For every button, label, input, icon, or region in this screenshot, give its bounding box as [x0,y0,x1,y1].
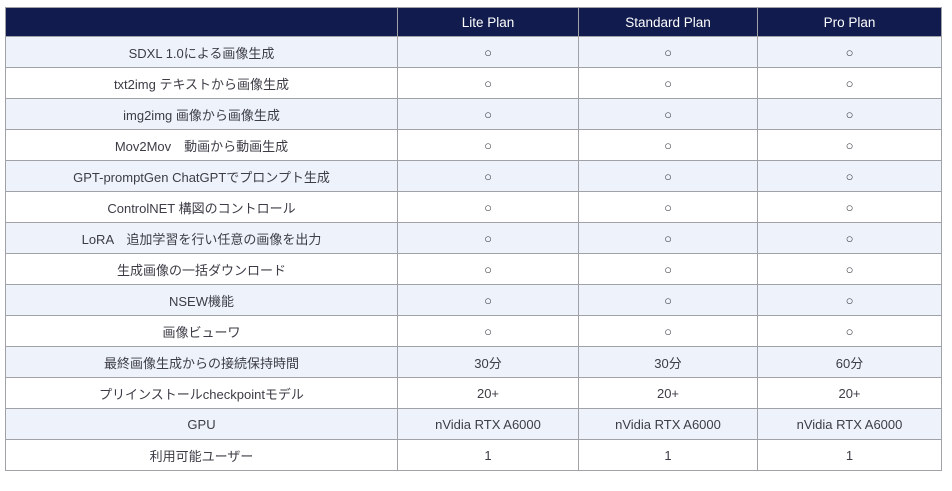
plan-value-cell: nVidia RTX A6000 [578,408,758,440]
table-header: Lite Plan Standard Plan Pro Plan [5,7,942,37]
plan-value-cell: ○ [578,253,758,285]
plan-value-cell: ○ [757,315,942,347]
feature-cell: Mov2Mov 動画から動画生成 [5,129,398,161]
table-row: img2img 画像から画像生成 ○ ○ ○ [5,98,942,130]
plan-value-cell: ○ [578,191,758,223]
plan-value-cell: nVidia RTX A6000 [397,408,579,440]
feature-column-header [5,7,398,37]
plan-value-cell: ○ [757,36,942,68]
table-row: Mov2Mov 動画から動画生成 ○ ○ ○ [5,129,942,161]
table-row: 最終画像生成からの接続保持時間 30分 30分 60分 [5,346,942,378]
plan-value-cell: 1 [578,439,758,471]
plan-value-cell: ○ [757,253,942,285]
plan-value-cell: 1 [757,439,942,471]
plan-value-cell: ○ [397,36,579,68]
table-row: ControlNET 構図のコントロール ○ ○ ○ [5,191,942,223]
table-row: LoRA 追加学習を行い任意の画像を出力 ○ ○ ○ [5,222,942,254]
plan-value-cell: 30分 [397,346,579,378]
plan-value-cell: ○ [757,191,942,223]
feature-cell: NSEW機能 [5,284,398,316]
feature-cell: 最終画像生成からの接続保持時間 [5,346,398,378]
table-row: GPT-promptGen ChatGPTでプロンプト生成 ○ ○ ○ [5,160,942,192]
plan-header-pro: Pro Plan [757,7,942,37]
plan-value-cell: 20+ [757,377,942,409]
table-body: SDXL 1.0による画像生成 ○ ○ ○ txt2img テキストから画像生成 ○ ○ ○ i… [5,36,942,471]
plan-value-cell: ○ [397,129,579,161]
plan-value-cell: ○ [397,67,579,99]
plan-value-cell: ○ [757,67,942,99]
plan-value-cell: ○ [397,222,579,254]
plan-value-cell: ○ [578,222,758,254]
plan-value-cell: ○ [757,222,942,254]
feature-cell: プリインストールcheckpointモデル [5,377,398,409]
feature-cell: img2img 画像から画像生成 [5,98,398,130]
feature-cell: ControlNET 構図のコントロール [5,191,398,223]
feature-cell: 画像ビューワ [5,315,398,347]
header-row: Lite Plan Standard Plan Pro Plan [5,7,942,37]
table-row: 画像ビューワ ○ ○ ○ [5,315,942,347]
plan-value-cell: 30分 [578,346,758,378]
plan-value-cell: nVidia RTX A6000 [757,408,942,440]
feature-cell: GPT-promptGen ChatGPTでプロンプト生成 [5,160,398,192]
plan-value-cell: ○ [397,191,579,223]
plan-value-cell: ○ [578,67,758,99]
plan-value-cell: ○ [578,160,758,192]
table-row: NSEW機能 ○ ○ ○ [5,284,942,316]
plan-value-cell: 1 [397,439,579,471]
plan-header-lite: Lite Plan [397,7,579,37]
feature-cell: GPU [5,408,398,440]
plan-value-cell: ○ [578,284,758,316]
plan-value-cell: ○ [757,98,942,130]
feature-cell: 生成画像の一括ダウンロード [5,253,398,285]
plan-value-cell: 60分 [757,346,942,378]
plan-value-cell: ○ [397,284,579,316]
table-row: txt2img テキストから画像生成 ○ ○ ○ [5,67,942,99]
plan-value-cell: ○ [578,315,758,347]
table-row: GPU nVidia RTX A6000 nVidia RTX A6000 nVidi… [5,408,942,440]
table-row: SDXL 1.0による画像生成 ○ ○ ○ [5,36,942,68]
table-row: 生成画像の一括ダウンロード ○ ○ ○ [5,253,942,285]
plan-value-cell: 20+ [578,377,758,409]
plan-value-cell: ○ [397,160,579,192]
table-row: 利用可能ユーザー 1 1 1 [5,439,942,471]
plan-value-cell: ○ [397,315,579,347]
feature-cell: txt2img テキストから画像生成 [5,67,398,99]
plan-value-cell: ○ [757,129,942,161]
plan-value-cell: ○ [757,160,942,192]
plan-value-cell: ○ [578,129,758,161]
plan-value-cell: ○ [397,253,579,285]
feature-cell: 利用可能ユーザー [5,439,398,471]
plan-value-cell: ○ [397,98,579,130]
plan-comparison-table: Lite Plan Standard Plan Pro Plan SDXL 1.… [5,7,942,471]
plan-value-cell: ○ [757,284,942,316]
plan-value-cell: ○ [578,36,758,68]
plan-header-standard: Standard Plan [578,7,758,37]
plan-value-cell: ○ [578,98,758,130]
feature-cell: SDXL 1.0による画像生成 [5,36,398,68]
plan-value-cell: 20+ [397,377,579,409]
table-row: プリインストールcheckpointモデル 20+ 20+ 20+ [5,377,942,409]
feature-cell: LoRA 追加学習を行い任意の画像を出力 [5,222,398,254]
